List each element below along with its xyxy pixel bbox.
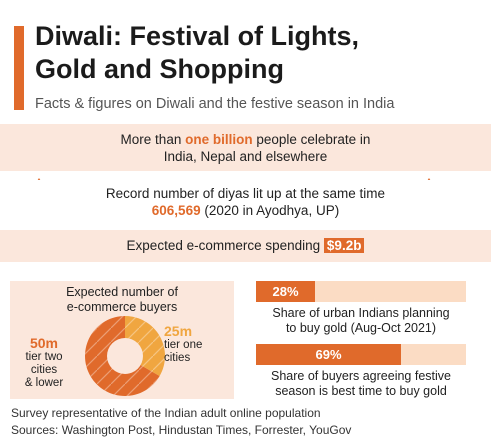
celebrants-fact: More than one billion people celebrate i… xyxy=(0,124,491,171)
buyers-title-line-2: e-commerce buyers xyxy=(66,300,178,314)
diyas-note: (2020 in Ayodhya, UP) xyxy=(204,203,340,218)
buyers-title-line-1: Expected number of xyxy=(66,285,178,299)
ecommerce-fact: Expected e-commerce spending $9.2b xyxy=(0,230,491,262)
subtitle: Facts & figures on Diwali and the festiv… xyxy=(35,96,395,112)
tier-two-text-2: cities xyxy=(30,364,58,376)
buyers-panel: Expected number of e-commerce buyers 50m… xyxy=(10,281,234,399)
tier-two-value: 50m xyxy=(29,335,59,351)
footer: Survey representative of the Indian adul… xyxy=(11,405,351,439)
gold-plan-value: 28% xyxy=(272,284,299,299)
tier-one-label: 25m tier one cities xyxy=(160,323,230,365)
festive-season-caption-1: Share of buyers agreeing festive xyxy=(271,369,451,383)
festive-season-stat: 69% Share of buyers agreeing festive sea… xyxy=(256,344,466,399)
gold-plan-bar-track: 28% xyxy=(256,281,466,302)
title-line-1: Diwali: Festival of Lights, xyxy=(35,21,360,51)
gold-plan-bar-fill xyxy=(256,281,315,302)
gold-plan-caption-2: to buy gold (Aug-Oct 2021) xyxy=(285,321,437,335)
tier-one-value: 25m xyxy=(164,323,193,339)
tier-one-text-1: tier one xyxy=(164,339,203,351)
tier-two-label: 50m tier two cities & lower xyxy=(10,335,78,390)
festive-season-caption-2: season is best time to buy gold xyxy=(275,384,447,398)
ecommerce-value: $9.2b xyxy=(323,238,365,253)
title-line-2: Gold and Shopping xyxy=(35,54,284,84)
diyas-fact: Record number of diyas lit up at the sam… xyxy=(0,180,491,224)
celebrants-line-2: India, Nepal and elsewhere xyxy=(163,149,328,164)
sources: Sources: Washington Post, Hindustan Time… xyxy=(11,423,352,437)
diyas-line-1: Record number of diyas lit up at the sam… xyxy=(105,186,386,201)
gold-plan-stat: 28% Share of urban Indians planning to b… xyxy=(256,281,466,336)
gold-plan-caption: Share of urban Indians planning to buy g… xyxy=(256,306,466,336)
gold-plan-caption-1: Share of urban Indians planning xyxy=(272,306,450,320)
festive-season-caption: Share of buyers agreeing festive season … xyxy=(256,369,466,399)
buyers-donut-chart xyxy=(85,316,165,396)
ecommerce-label: Expected e-commerce spending xyxy=(126,238,321,253)
title-accent-bar xyxy=(14,26,24,110)
celebrants-highlight: one billion xyxy=(185,132,253,147)
buyers-panel-title: Expected number of e-commerce buyers xyxy=(10,285,234,315)
survey-note: Survey representative of the Indian adul… xyxy=(11,406,321,420)
diyas-value: 606,569 xyxy=(151,203,201,218)
tier-two-text-1: tier two xyxy=(25,351,63,363)
festive-season-bar-track: 69% xyxy=(256,344,466,365)
tier-two-text-3: & lower xyxy=(24,377,64,389)
festive-season-value: 69% xyxy=(315,347,342,362)
festive-season-bar-fill xyxy=(256,344,401,365)
celebrants-text-pre: More than xyxy=(120,132,186,147)
celebrants-text-post: people celebrate in xyxy=(252,132,371,147)
tier-one-text-2: cities xyxy=(164,352,191,364)
page-title: Diwali: Festival of Lights, Gold and Shop… xyxy=(35,20,359,86)
donut-hole xyxy=(107,338,143,374)
